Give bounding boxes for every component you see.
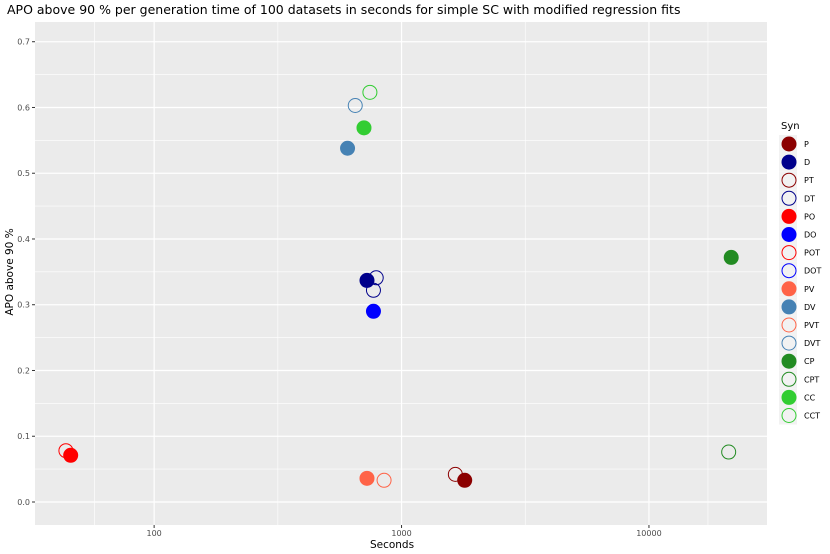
legend-symbol-dt	[781, 190, 797, 206]
legend-label-dt: DT	[804, 194, 815, 203]
legend-label-p: P	[804, 140, 809, 149]
point-cp	[723, 249, 739, 265]
legend-label-cct: CCT	[804, 412, 820, 421]
point-pvt	[376, 472, 392, 488]
y-tick-label: 0.0	[17, 498, 30, 507]
legend-symbol-d	[781, 154, 797, 170]
legend-label-pt: PT	[804, 176, 814, 185]
major-gridlines	[35, 22, 767, 525]
legend-title: Syn	[781, 121, 800, 132]
y-tick-label: 0.7	[17, 38, 30, 47]
legend-label-pot: POT	[804, 249, 820, 258]
legend-label-pvt: PVT	[804, 321, 819, 330]
data-points	[58, 84, 739, 488]
legend-symbol-po	[781, 208, 797, 224]
point-cct	[362, 84, 378, 100]
legend-label-dv: DV	[804, 303, 816, 312]
legend-label-cc: CC	[804, 393, 816, 402]
y-tick-label: 0.1	[17, 432, 30, 441]
x-tick-label: 100	[146, 529, 161, 538]
legend-label-pv: PV	[804, 285, 815, 294]
point-dv	[340, 140, 356, 156]
legend-label-cpt: CPT	[804, 375, 819, 384]
y-tick-label: 0.5	[17, 169, 30, 178]
legend-symbol-pot	[781, 245, 797, 261]
point-cpt	[721, 444, 737, 460]
point-p	[457, 472, 473, 488]
point-pot	[58, 443, 74, 459]
y-tick-label: 0.6	[17, 103, 30, 112]
legend-symbol-pv	[781, 281, 797, 297]
legend-symbol-pt	[781, 172, 797, 188]
legend-symbol-p	[781, 136, 797, 152]
y-tick-label: 0.3	[17, 301, 30, 310]
y-tick-label: 0.4	[17, 235, 30, 244]
point-dt	[365, 282, 381, 298]
point-pt	[447, 466, 463, 482]
legend-symbol-cct	[781, 408, 797, 423]
point-d	[359, 272, 375, 288]
legend-label-dot: DOT	[804, 267, 821, 276]
x-axis-ticks: 100 1000 10000	[146, 525, 662, 538]
legend-symbol-cc	[781, 389, 797, 405]
legend: Syn PD PT DT PO DO POT DOT PV DV PVT DVT CP CPT CC CCT	[779, 121, 821, 425]
y-tick-label: 0.2	[17, 366, 30, 375]
point-pv	[359, 470, 375, 486]
legend-label-d: D	[804, 158, 810, 167]
y-axis-title: APO above 90 %	[4, 228, 16, 315]
legend-symbol-dv	[781, 299, 797, 315]
legend-symbol-dvt	[781, 335, 797, 351]
legend-label-po: PO	[804, 212, 815, 221]
point-do	[365, 303, 381, 319]
legend-symbol-pvt	[781, 317, 797, 333]
x-axis-title: Seconds	[370, 539, 414, 551]
legend-symbol-cp	[781, 353, 797, 369]
legend-symbol-dot	[781, 263, 797, 279]
point-dvt	[347, 98, 363, 114]
legend-label-do: DO	[804, 231, 816, 240]
legend-label-cp: CP	[804, 357, 815, 366]
point-dt	[368, 270, 384, 286]
legend-symbol-do	[781, 227, 797, 242]
legend-label-dvt: DVT	[804, 339, 820, 348]
point-cc	[356, 120, 372, 136]
legend-symbol-cpt	[781, 371, 797, 387]
y-axis-ticks: 0.0 0.1 0.2 0.3 0.4 0.5 0.6 0.7	[17, 38, 35, 507]
x-tick-label: 10000	[636, 529, 661, 538]
x-tick-label: 1000	[391, 529, 411, 538]
chart-title: APO above 90 % per generation time of 10…	[7, 2, 680, 17]
